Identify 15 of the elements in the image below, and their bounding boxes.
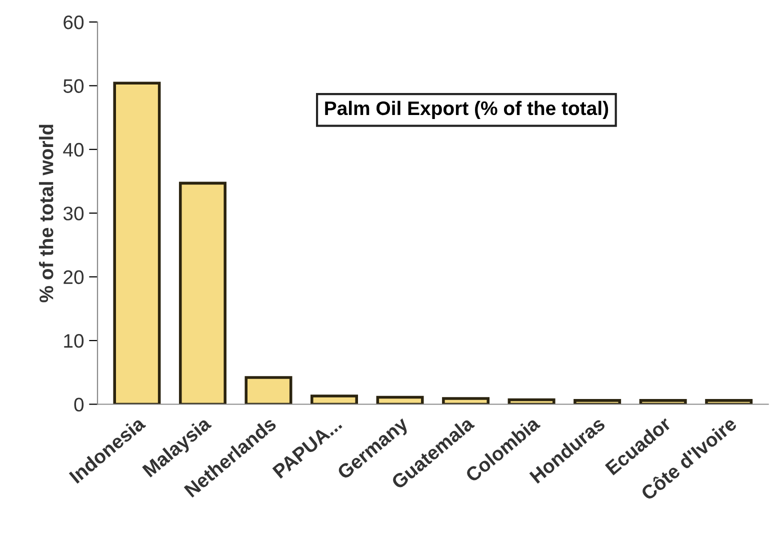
y-tick-label: 60 (64, 15, 84, 30)
y-tick-label: 30 (63, 206, 84, 220)
text: Palm Oil Export (% of the total) (325, 100, 608, 119)
y-tick-label: 40 (63, 142, 84, 157)
y-tick-label: 10 (64, 334, 84, 348)
bar (178, 182, 226, 404)
bar (376, 396, 424, 404)
y-tick-label: 20 (64, 270, 84, 284)
y-tick-label: 0 (74, 398, 84, 412)
bar (113, 82, 161, 404)
bar (244, 376, 292, 404)
y-tick-label: 50 (63, 79, 84, 93)
bar (442, 397, 490, 404)
y-axis-title: % of the total world (39, 124, 54, 302)
bar (310, 394, 358, 404)
